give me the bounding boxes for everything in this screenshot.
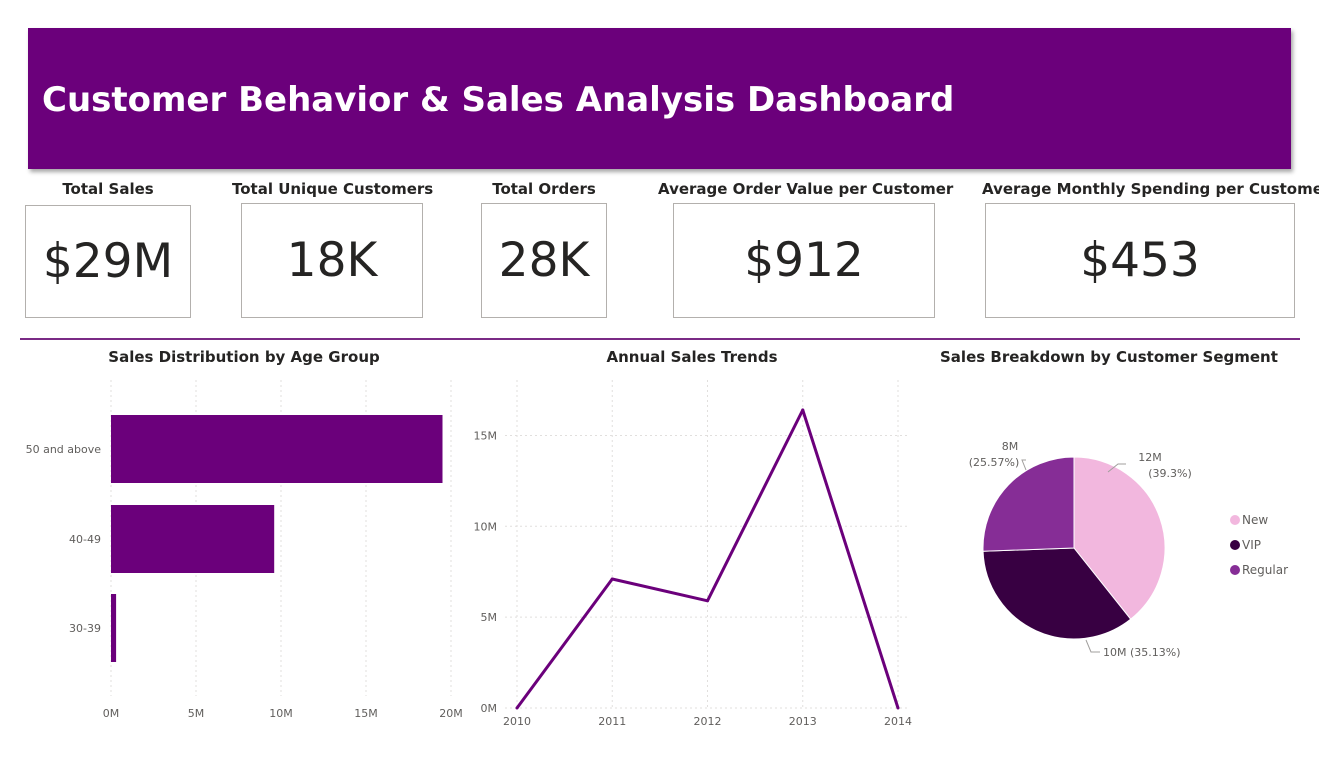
pie-label-regular-percent: (25.57%): [969, 456, 1020, 469]
kpi-value-avg-order-value: $912: [744, 233, 864, 288]
pie-slice-new[interactable]: [1073, 456, 1166, 620]
pie-label-regular: 8M: [1002, 440, 1019, 453]
bar-x-tick-label: 20M: [439, 707, 463, 720]
bar-x-tick-label: 15M: [354, 707, 378, 720]
sales-trend-point[interactable]: [706, 599, 709, 603]
bar-3[interactable]: [111, 594, 117, 662]
line-y-tick-label: 5M: [481, 611, 498, 624]
legend-label-regular: Regular: [1242, 563, 1288, 577]
line-y-tick-label: 10M: [474, 520, 498, 533]
pie-leader-line: [1021, 459, 1027, 471]
pie-label-new-percent: (39.3%): [1148, 467, 1192, 480]
line-x-tick-label: 2012: [694, 715, 722, 728]
legend-label-vip: VIP: [1242, 538, 1261, 552]
kpi-title-avg-monthly-spending: Average Monthly Spending per Customer: [982, 180, 1319, 198]
kpi-value-total-orders: 28K: [498, 233, 590, 288]
legend-label-new: New: [1242, 513, 1268, 527]
kpi-value-unique-customers: 18K: [286, 233, 378, 288]
bar-chart-age-group[interactable]: 0M 5M 10M 15M 20M 50 and above 40-49 30-39: [0, 370, 470, 730]
sales-trend-point[interactable]: [610, 577, 614, 581]
bar-2[interactable]: [111, 505, 275, 573]
kpi-title-total-sales: Total Sales: [62, 180, 154, 198]
chart-title-customer-segment: Sales Breakdown by Customer Segment: [940, 348, 1278, 366]
section-divider: [20, 338, 1300, 340]
sales-trend-line[interactable]: [515, 408, 900, 709]
bar-x-tick-label: 5M: [188, 707, 205, 720]
sales-trend-point[interactable]: [515, 706, 519, 710]
chart-title-annual-sales: Annual Sales Trends: [606, 348, 778, 366]
line-x-tick-label: 2010: [503, 715, 531, 728]
pie-leader-line: [1085, 639, 1100, 653]
line-chart-annual-sales[interactable]: 0M 5M 10M 15M 2010 2011 2012 2013 2014: [460, 370, 930, 730]
kpi-card-total-sales[interactable]: $29M: [25, 205, 191, 318]
chart-title-age-group: Sales Distribution by Age Group: [108, 348, 380, 366]
bar-x-tick-label: 0M: [103, 707, 120, 720]
legend-marker-regular: [1230, 565, 1240, 575]
kpi-card-unique-customers[interactable]: 18K: [241, 203, 423, 318]
kpi-title-unique-customers: Total Unique Customers: [232, 180, 434, 198]
title-banner: Customer Behavior & Sales Analysis Dashb…: [28, 28, 1291, 169]
legend-marker-vip: [1230, 540, 1240, 550]
sales-trend-point[interactable]: [896, 706, 900, 710]
kpi-card-avg-monthly-spending[interactable]: $453: [985, 203, 1295, 318]
kpi-card-total-orders[interactable]: 28K: [481, 203, 607, 318]
bar-category-label: 50 and above: [26, 443, 102, 456]
line-x-tick-label: 2013: [789, 715, 817, 728]
bar-x-tick-label: 10M: [269, 707, 293, 720]
pie-leader-line: [1107, 463, 1126, 473]
line-x-tick-label: 2011: [598, 715, 626, 728]
kpi-title-total-orders: Total Orders: [492, 180, 596, 198]
dashboard-title: Customer Behavior & Sales Analysis Dashb…: [42, 80, 955, 120]
pie-label-vip: 10M (35.13%): [1103, 646, 1181, 659]
pie-chart-customer-segment[interactable]: 12M (39.3%) 10M (35.13%) 8M (25.57%) New VIP Re…: [930, 370, 1310, 730]
bar-category-label: 30-39: [69, 622, 101, 635]
line-y-tick-label: 15M: [474, 429, 498, 442]
pie-slice-vip[interactable]: [982, 547, 1132, 640]
kpi-card-avg-order-value[interactable]: $912: [673, 203, 935, 318]
pie-slice-regular[interactable]: [982, 456, 1075, 552]
bar-category-label: 40-49: [69, 533, 101, 546]
kpi-value-avg-monthly-spending: $453: [1080, 233, 1200, 288]
legend-marker-new: [1230, 515, 1240, 525]
sales-trend-point[interactable]: [801, 408, 805, 412]
bar-1[interactable]: [111, 415, 443, 483]
pie-label-new: 12M: [1138, 451, 1162, 464]
kpi-value-total-sales: $29M: [42, 234, 174, 289]
kpi-title-avg-order-value: Average Order Value per Customer: [658, 180, 954, 198]
line-y-tick-label: 0M: [481, 702, 498, 715]
line-x-tick-label: 2014: [884, 715, 912, 728]
